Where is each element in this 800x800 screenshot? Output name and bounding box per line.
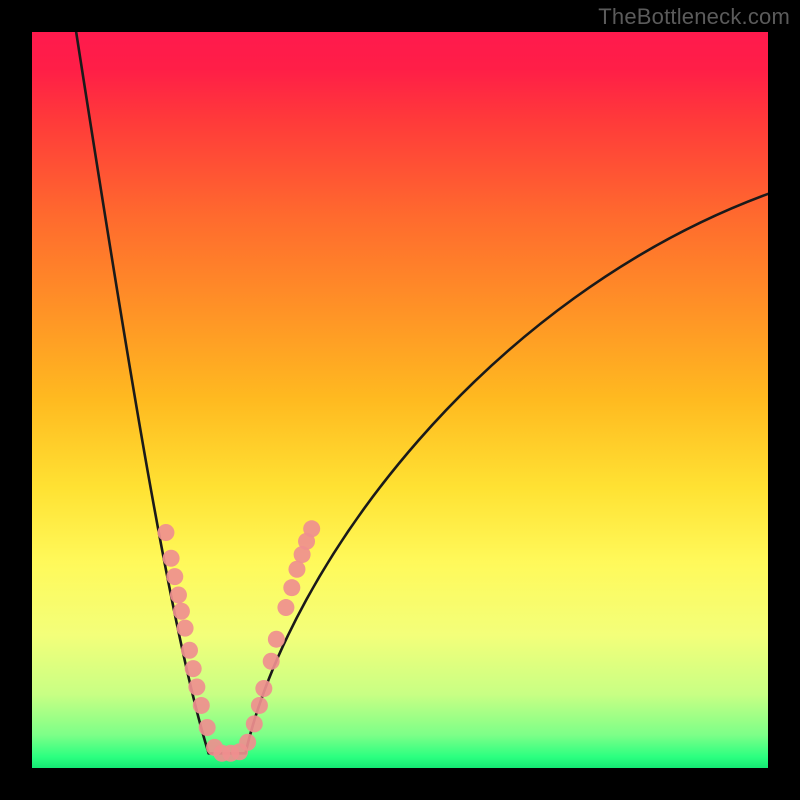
marker-point bbox=[166, 568, 183, 585]
marker-point bbox=[185, 660, 202, 677]
marker-point bbox=[268, 631, 285, 648]
marker-point bbox=[277, 599, 294, 616]
watermark-text: TheBottleneck.com bbox=[598, 4, 790, 30]
marker-point bbox=[170, 587, 187, 604]
marker-point bbox=[251, 697, 268, 714]
marker-point bbox=[163, 550, 180, 567]
marker-point bbox=[177, 620, 194, 637]
plot-area bbox=[32, 32, 768, 768]
marker-point bbox=[157, 524, 174, 541]
marker-point bbox=[181, 642, 198, 659]
marker-point bbox=[255, 680, 272, 697]
marker-point bbox=[283, 579, 300, 596]
marker-point bbox=[246, 715, 263, 732]
marker-point bbox=[239, 734, 256, 751]
marker-point bbox=[263, 653, 280, 670]
marker-point bbox=[188, 679, 205, 696]
marker-point bbox=[173, 603, 190, 620]
marker-point bbox=[303, 520, 320, 537]
marker-point bbox=[199, 719, 216, 736]
bottleneck-chart-svg bbox=[0, 0, 800, 800]
marker-point bbox=[193, 697, 210, 714]
marker-point bbox=[288, 561, 305, 578]
chart-root: TheBottleneck.com bbox=[0, 0, 800, 800]
